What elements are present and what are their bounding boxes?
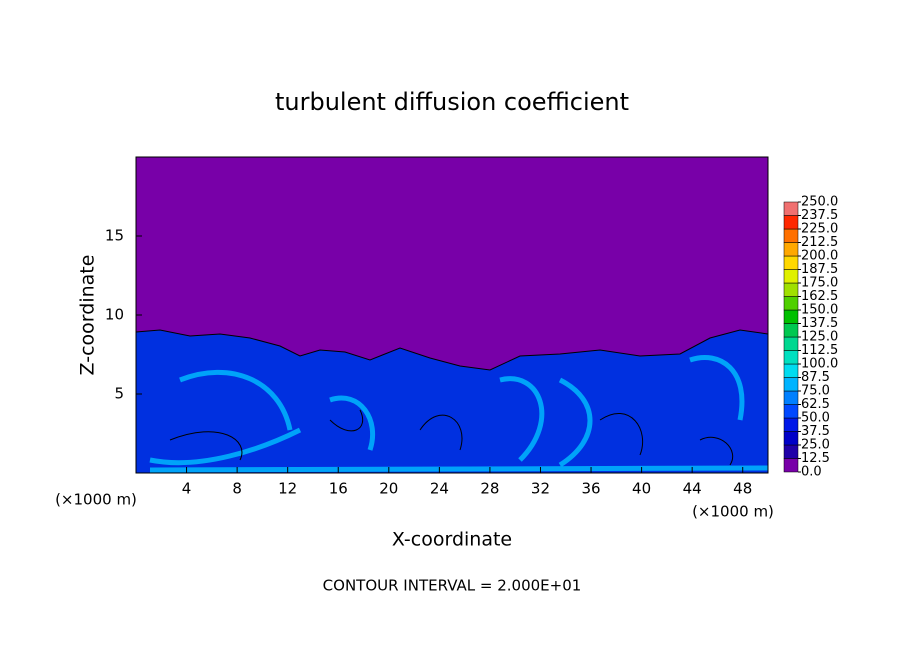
colorbar-tick-label: 225.0 — [801, 222, 838, 237]
colorbar-tick-label: 0.0 — [801, 465, 822, 480]
colorbar-tick-label: 212.5 — [801, 235, 838, 250]
x-tick-label: 44 — [683, 480, 702, 498]
y-tick-label: 15 — [105, 227, 124, 245]
x-tick-label: 40 — [632, 480, 651, 498]
colorbar-tick-label: 37.5 — [801, 424, 830, 439]
x-tick-label: 24 — [430, 480, 449, 498]
colorbar-tick-label: 150.0 — [801, 303, 838, 318]
x-tick-label: 16 — [329, 480, 348, 498]
colorbar-band — [783, 228, 799, 243]
colorbar-tick-label: 112.5 — [801, 343, 838, 358]
colorbar-tick-label: 25.0 — [801, 438, 830, 453]
colorbar-tick-label: 200.0 — [801, 249, 838, 264]
x-tick-label: 12 — [278, 480, 297, 498]
colorbar-tick-label: 187.5 — [801, 262, 838, 277]
colorbar-band — [783, 255, 799, 270]
colorbar-tick-label: 125.0 — [801, 330, 838, 345]
colorbar-tick-label: 237.5 — [801, 208, 838, 223]
x-tick-label: 48 — [733, 480, 752, 498]
x-tick-label: 4 — [182, 480, 192, 498]
colorbar-tick-label: 75.0 — [801, 384, 830, 399]
colorbar-tick-label: 250.0 — [801, 195, 838, 210]
y-tick-label: 5 — [114, 385, 124, 403]
colorbar-band — [783, 309, 799, 324]
colorbar-band — [783, 242, 799, 257]
x-tick-label: 28 — [480, 480, 499, 498]
x-tick-label: 8 — [232, 480, 242, 498]
contour-field — [135, 156, 769, 474]
colorbar-band — [783, 390, 799, 405]
colorbar-band — [783, 296, 799, 311]
colorbar-band — [783, 201, 799, 216]
x-unit-label: (×1000 m) — [692, 503, 774, 521]
colorbar-tick-label: 162.5 — [801, 289, 838, 304]
colorbar-band — [783, 377, 799, 392]
colorbar-tick-label: 175.0 — [801, 276, 838, 291]
colorbar-band — [783, 404, 799, 419]
colorbar-band — [783, 336, 799, 351]
colorbar-band — [783, 458, 799, 473]
contour-note: CONTOUR INTERVAL = 2.000E+01 — [323, 577, 582, 595]
colorbar-tick-label: 87.5 — [801, 370, 830, 385]
colorbar-band — [783, 431, 799, 446]
colorbar-band — [783, 323, 799, 338]
y-axis-label: Z-coordinate — [77, 255, 99, 376]
x-tick-label: 20 — [379, 480, 398, 498]
x-tick-label: 32 — [531, 480, 550, 498]
colorbar-tick-label: 137.5 — [801, 316, 838, 331]
colorbar-tick-label: 12.5 — [801, 451, 830, 466]
colorbar-tick-label: 50.0 — [801, 411, 830, 426]
chart-title: turbulent diffusion coefficient — [275, 88, 629, 116]
colorbar-band — [783, 417, 799, 432]
colorbar-band — [783, 269, 799, 284]
colorbar-tick-label: 100.0 — [801, 357, 838, 372]
colorbar-band — [783, 444, 799, 459]
y-tick-label: 10 — [105, 306, 124, 324]
x-axis-label: X-coordinate — [392, 529, 512, 551]
colorbar-band — [783, 350, 799, 365]
y-unit-label: (×1000 m) — [55, 491, 137, 509]
colorbar-band — [783, 363, 799, 378]
x-tick-label: 36 — [581, 480, 600, 498]
colorbar-band — [783, 282, 799, 297]
colorbar-tick-label: 62.5 — [801, 397, 830, 412]
colorbar-band — [783, 215, 799, 230]
